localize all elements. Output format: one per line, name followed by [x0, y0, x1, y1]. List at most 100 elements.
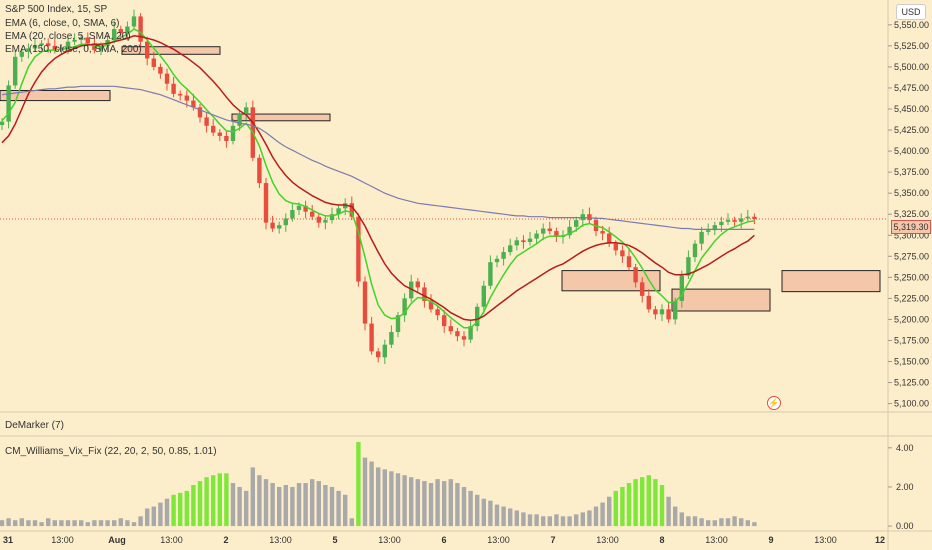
vix-bar [92, 520, 97, 527]
legend-ema20[interactable]: EMA (20, close, 5, SMA, 20) [5, 31, 131, 42]
vix-bar [237, 486, 242, 527]
vix-bar [197, 481, 203, 527]
vix-bar [428, 483, 434, 527]
vix-bar [666, 496, 671, 527]
vix-bar [699, 518, 704, 527]
vix-bar [402, 475, 407, 527]
currency-button[interactable]: USD [896, 4, 926, 20]
candle-body [184, 95, 189, 101]
vix-bar [673, 506, 678, 527]
vix-bar [547, 516, 552, 527]
vix-bar [706, 520, 711, 527]
vix-bar [270, 483, 275, 527]
candle-body [52, 45, 57, 51]
candle-body [534, 233, 539, 239]
time-tick-label: 12 [875, 535, 885, 545]
legend-ema6[interactable]: EMA (6, close, 0, SMA, 6) [5, 18, 120, 29]
candle-body [422, 287, 427, 301]
candle-body [310, 211, 315, 217]
time-tick-label: 5 [332, 535, 337, 545]
vix-bar [303, 483, 308, 527]
candle-body [164, 73, 170, 84]
vix-bar [725, 518, 731, 527]
price-tick-label: 5,225.00 [894, 293, 929, 303]
candle-body [659, 309, 665, 315]
vix-tick-label: 4.00 [896, 443, 914, 453]
candle-body [197, 107, 203, 118]
time-tick-label: 2 [223, 535, 228, 545]
supply-demand-zone [781, 270, 881, 293]
candle-body [692, 243, 698, 258]
candle-body [283, 218, 288, 226]
price-tick-label: 5,175.00 [894, 335, 929, 345]
candle-body [501, 252, 506, 259]
price-tick-label: 5,200.00 [894, 314, 929, 324]
vix-bar [296, 483, 302, 527]
vix-bar [52, 520, 57, 527]
vix-bar [501, 506, 506, 527]
candle-body [85, 37, 90, 44]
candle-body [574, 220, 579, 227]
candle-body [230, 125, 236, 141]
vix-bar [574, 514, 579, 527]
vix-bar [164, 498, 170, 527]
candle-body [732, 220, 737, 222]
candle-body [79, 37, 84, 40]
vix-bar [382, 469, 387, 527]
candle-body [719, 221, 724, 226]
candle-body [65, 41, 71, 48]
vix-bar [514, 510, 519, 527]
candle-body [356, 216, 361, 282]
chart-title: S&P 500 Index, 15, SP [5, 4, 108, 15]
vix-bar [277, 486, 282, 527]
candle-body [316, 216, 321, 223]
candle-body [6, 85, 11, 122]
vix-bar [151, 506, 156, 527]
candle-body [442, 315, 447, 327]
vix-bar [745, 520, 750, 527]
vix-bar [395, 473, 401, 527]
candle-body [739, 218, 744, 222]
time-tick-label: 7 [550, 535, 555, 545]
candle-body [204, 117, 209, 126]
candle-body [725, 220, 731, 222]
time-tick-label: 13:00 [814, 535, 837, 545]
candle-body [494, 258, 500, 263]
candle-body [151, 58, 156, 67]
candle-body [395, 315, 401, 333]
price-tick-label: 5,300.00 [894, 230, 929, 240]
lightning-event-icon[interactable]: ⚡ [767, 396, 781, 410]
vix-bar [640, 477, 645, 527]
candle-body [613, 243, 618, 251]
candle-body [646, 295, 651, 310]
candle-body [428, 300, 434, 310]
candle-body [389, 332, 394, 345]
price-tick-label: 5,125.00 [894, 378, 929, 388]
ema20-line [1, 35, 755, 322]
legend-ema150[interactable]: EMA (150, close, 0, SMA, 200) [5, 44, 142, 55]
supply-demand-zone [231, 113, 331, 122]
candle-body [712, 225, 717, 231]
time-tick-label: 6 [441, 535, 446, 545]
vix-bar [653, 479, 658, 527]
candle-body [376, 351, 381, 358]
price-tick-label: 5,550.00 [894, 20, 929, 30]
candle-body [217, 132, 222, 136]
candle-body [666, 309, 671, 320]
candle-body [125, 26, 130, 34]
price-tick-label: 5,150.00 [894, 357, 929, 367]
candle-body [554, 231, 559, 237]
candle-body [653, 309, 658, 315]
vix-bar [461, 486, 467, 527]
candle-body [415, 281, 420, 288]
price-tick-label: 5,425.00 [894, 125, 929, 135]
vix-bar [184, 490, 189, 527]
candle-body [224, 135, 229, 141]
vix-bar [587, 510, 592, 527]
vix-bar [316, 481, 321, 527]
vix-bar [527, 514, 533, 527]
candle-body [244, 107, 249, 114]
candle-body [461, 336, 467, 340]
candle-body [26, 48, 31, 52]
